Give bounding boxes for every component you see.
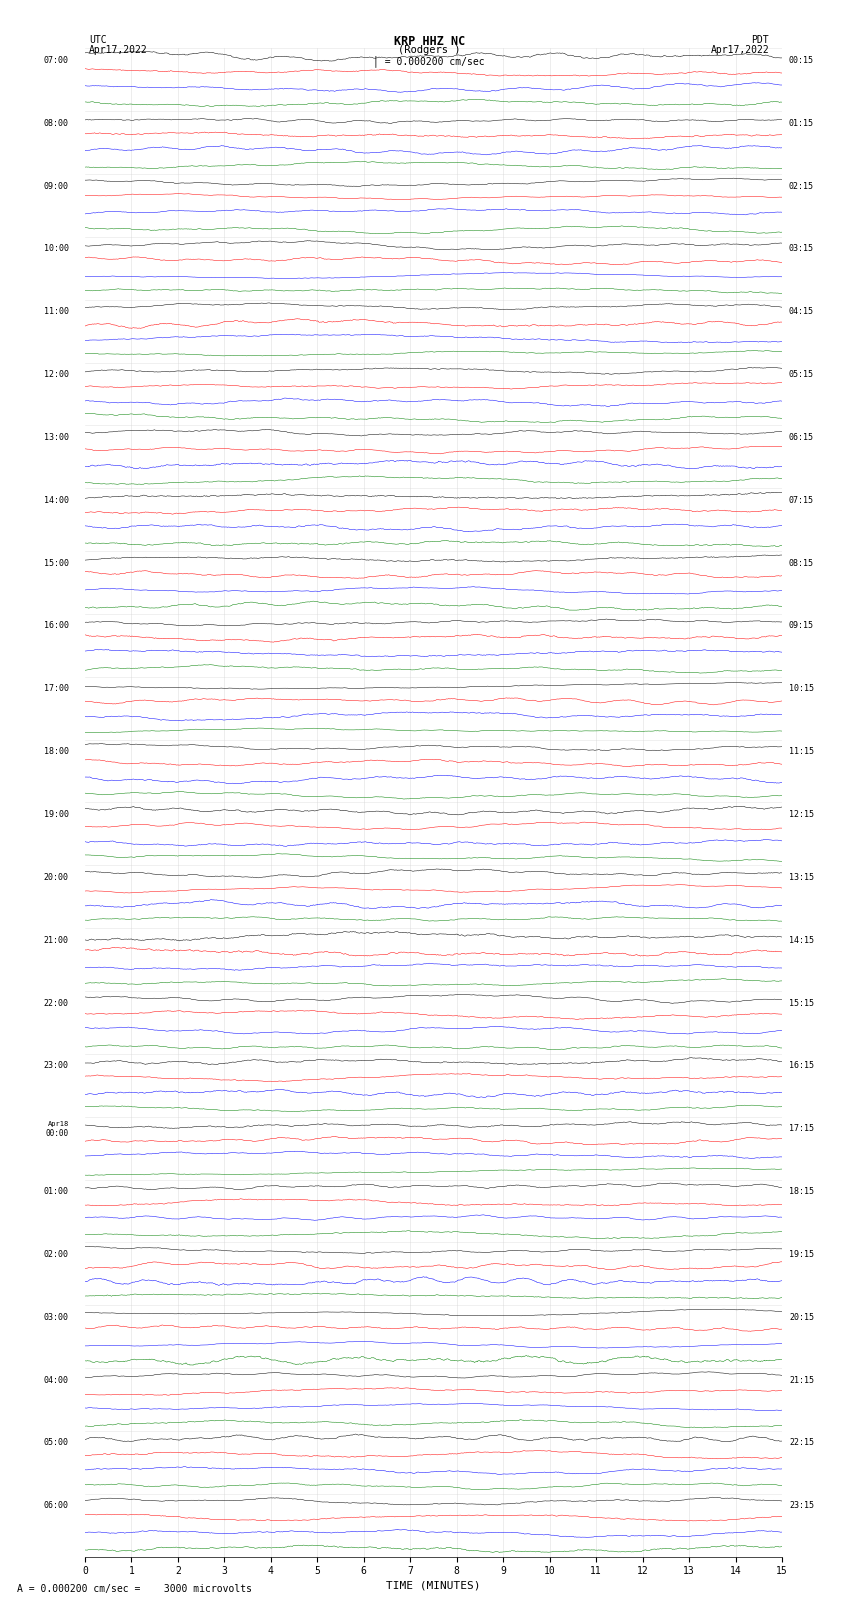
Text: Apr17,2022: Apr17,2022 (711, 45, 769, 55)
Text: 00:15: 00:15 (789, 56, 814, 65)
Text: 07:15: 07:15 (789, 495, 814, 505)
Text: 04:00: 04:00 (43, 1376, 69, 1384)
Text: 22:00: 22:00 (43, 998, 69, 1008)
Text: A = 0.000200 cm/sec =    3000 microvolts: A = 0.000200 cm/sec = 3000 microvolts (17, 1584, 252, 1594)
Text: 16:15: 16:15 (789, 1061, 814, 1071)
X-axis label: TIME (MINUTES): TIME (MINUTES) (386, 1581, 481, 1590)
Text: 03:15: 03:15 (789, 245, 814, 253)
Text: 22:15: 22:15 (789, 1439, 814, 1447)
Text: Apr17,2022: Apr17,2022 (89, 45, 148, 55)
Text: 10:00: 10:00 (43, 245, 69, 253)
Text: 15:15: 15:15 (789, 998, 814, 1008)
Text: 10:15: 10:15 (789, 684, 814, 694)
Text: 13:00: 13:00 (43, 432, 69, 442)
Text: 20:00: 20:00 (43, 873, 69, 882)
Text: PDT: PDT (751, 35, 769, 45)
Text: 09:00: 09:00 (43, 182, 69, 190)
Text: 20:15: 20:15 (789, 1313, 814, 1321)
Text: 05:15: 05:15 (789, 369, 814, 379)
Text: 06:00: 06:00 (43, 1502, 69, 1510)
Text: Apr18: Apr18 (48, 1121, 69, 1127)
Text: 19:00: 19:00 (43, 810, 69, 819)
Text: 14:15: 14:15 (789, 936, 814, 945)
Text: 19:15: 19:15 (789, 1250, 814, 1258)
Text: 00:00: 00:00 (46, 1129, 69, 1139)
Text: │ = 0.000200 cm/sec: │ = 0.000200 cm/sec (373, 55, 485, 66)
Text: 21:00: 21:00 (43, 936, 69, 945)
Text: 08:15: 08:15 (789, 558, 814, 568)
Text: 09:15: 09:15 (789, 621, 814, 631)
Text: 06:15: 06:15 (789, 432, 814, 442)
Text: 02:00: 02:00 (43, 1250, 69, 1258)
Text: 07:00: 07:00 (43, 56, 69, 65)
Text: 12:15: 12:15 (789, 810, 814, 819)
Text: 11:15: 11:15 (789, 747, 814, 756)
Text: 11:00: 11:00 (43, 308, 69, 316)
Text: KRP HHZ NC: KRP HHZ NC (394, 35, 465, 48)
Text: 08:00: 08:00 (43, 119, 69, 127)
Text: UTC: UTC (89, 35, 107, 45)
Text: 23:15: 23:15 (789, 1502, 814, 1510)
Text: (Rodgers ): (Rodgers ) (398, 45, 461, 55)
Text: 15:00: 15:00 (43, 558, 69, 568)
Text: 01:00: 01:00 (43, 1187, 69, 1197)
Text: 14:00: 14:00 (43, 495, 69, 505)
Text: 23:00: 23:00 (43, 1061, 69, 1071)
Text: 17:00: 17:00 (43, 684, 69, 694)
Text: 18:15: 18:15 (789, 1187, 814, 1197)
Text: 17:15: 17:15 (789, 1124, 814, 1134)
Text: 16:00: 16:00 (43, 621, 69, 631)
Text: 21:15: 21:15 (789, 1376, 814, 1384)
Text: 02:15: 02:15 (789, 182, 814, 190)
Text: 01:15: 01:15 (789, 119, 814, 127)
Text: 18:00: 18:00 (43, 747, 69, 756)
Text: 12:00: 12:00 (43, 369, 69, 379)
Text: 13:15: 13:15 (789, 873, 814, 882)
Text: 03:00: 03:00 (43, 1313, 69, 1321)
Text: 05:00: 05:00 (43, 1439, 69, 1447)
Text: 04:15: 04:15 (789, 308, 814, 316)
